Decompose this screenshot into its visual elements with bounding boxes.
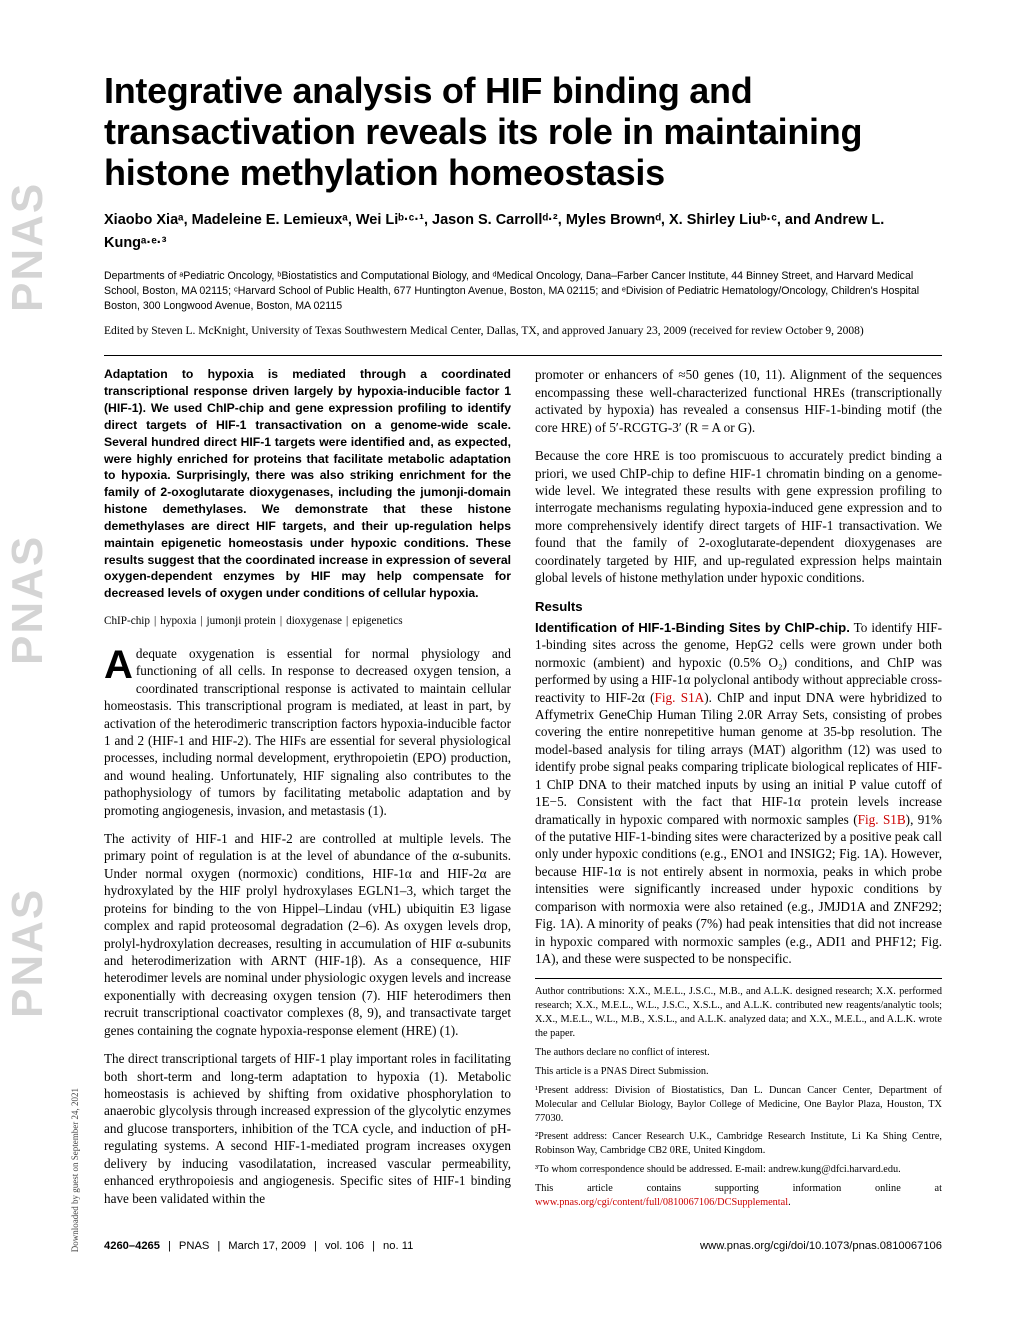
- present-address-1: ¹Present address: Division of Biostatist…: [535, 1084, 942, 1126]
- footer-date: March 17, 2009: [228, 1240, 306, 1252]
- keyword: jumonji protein: [207, 615, 276, 627]
- r1-post: ), 91% of the putative HIF-1-binding sit…: [535, 812, 942, 966]
- fig-s1b-link[interactable]: Fig. S1B: [858, 812, 906, 827]
- conflict-of-interest: The authors declare no conflict of inter…: [535, 1046, 942, 1060]
- results-heading: Results: [535, 598, 942, 615]
- si-pre: This article contains supporting informa…: [535, 1183, 942, 1194]
- intro-paragraph-2: The activity of HIF-1 and HIF-2 are cont…: [104, 830, 511, 1039]
- author-contributions: Author contributions: X.X., M.E.L., J.S.…: [535, 985, 942, 1041]
- edited-by-line: Edited by Steven L. McKnight, University…: [104, 324, 942, 340]
- author-list: Xiaobo Xiaᵃ, Madeleine E. Lemieuxᵃ, Wei …: [104, 209, 942, 255]
- footer-left: 4260–4265|PNAS|March 17, 2009|vol. 106|n…: [104, 1240, 413, 1252]
- footnotes-block: Author contributions: X.X., M.E.L., J.S.…: [535, 978, 942, 1209]
- si-post: .: [788, 1197, 791, 1208]
- keyword: ChIP-chip: [104, 615, 150, 627]
- keyword: epigenetics: [352, 615, 402, 627]
- p1-body: dequate oxygenation is essential for nor…: [104, 646, 511, 818]
- two-column-body: Adaptation to hypoxia is mediated throug…: [104, 366, 942, 1216]
- footer-pages: 4260–4265: [104, 1240, 160, 1252]
- supporting-info-link[interactable]: www.pnas.org/cgi/content/full/0810067106…: [535, 1197, 788, 1208]
- abstract: Adaptation to hypoxia is mediated throug…: [104, 366, 511, 602]
- direct-submission: This article is a PNAS Direct Submission…: [535, 1065, 942, 1079]
- header-rule: [104, 355, 942, 356]
- footer-vol: vol. 106: [325, 1240, 364, 1252]
- intro-paragraph-3: The direct transcriptional targets of HI…: [104, 1050, 511, 1207]
- page-footer: 4260–4265|PNAS|March 17, 2009|vol. 106|n…: [104, 1240, 942, 1252]
- results-runin-heading: Identification of HIF-1-Binding Sites by…: [535, 620, 850, 635]
- footnotes-rule: [535, 978, 942, 979]
- correspondence: ³To whom correspondence should be addres…: [535, 1163, 942, 1177]
- footer-journal: PNAS: [179, 1240, 209, 1252]
- fig-s1a-link[interactable]: Fig. S1A: [655, 690, 705, 705]
- keywords-line: ChIP-chip|hypoxia|jumonji protein|dioxyg…: [104, 614, 511, 629]
- intro-paragraph-1: Adequate oxygenation is essential for no…: [104, 645, 511, 819]
- intro-paragraph-5: Because the core HRE is too promiscuous …: [535, 447, 942, 586]
- keyword: dioxygenase: [286, 615, 342, 627]
- supporting-info: This article contains supporting informa…: [535, 1182, 942, 1210]
- footer-doi: www.pnas.org/cgi/doi/10.1073/pnas.081006…: [700, 1240, 942, 1252]
- article-page: Integrative analysis of HIF binding and …: [0, 0, 1020, 1292]
- present-address-2: ²Present address: Cancer Research U.K., …: [535, 1130, 942, 1158]
- article-title: Integrative analysis of HIF binding and …: [104, 70, 942, 193]
- affiliations: Departments of ᵃPediatric Oncology, ᵇBio…: [104, 269, 942, 313]
- keyword: hypoxia: [160, 615, 196, 627]
- footer-no: no. 11: [383, 1240, 413, 1252]
- intro-paragraph-4: promoter or enhancers of ≈50 genes (10, …: [535, 366, 942, 436]
- r1-mid: ). ChIP and input DNA were hybridized to…: [535, 690, 942, 827]
- results-paragraph-1: Identification of HIF-1-Binding Sites by…: [535, 619, 942, 967]
